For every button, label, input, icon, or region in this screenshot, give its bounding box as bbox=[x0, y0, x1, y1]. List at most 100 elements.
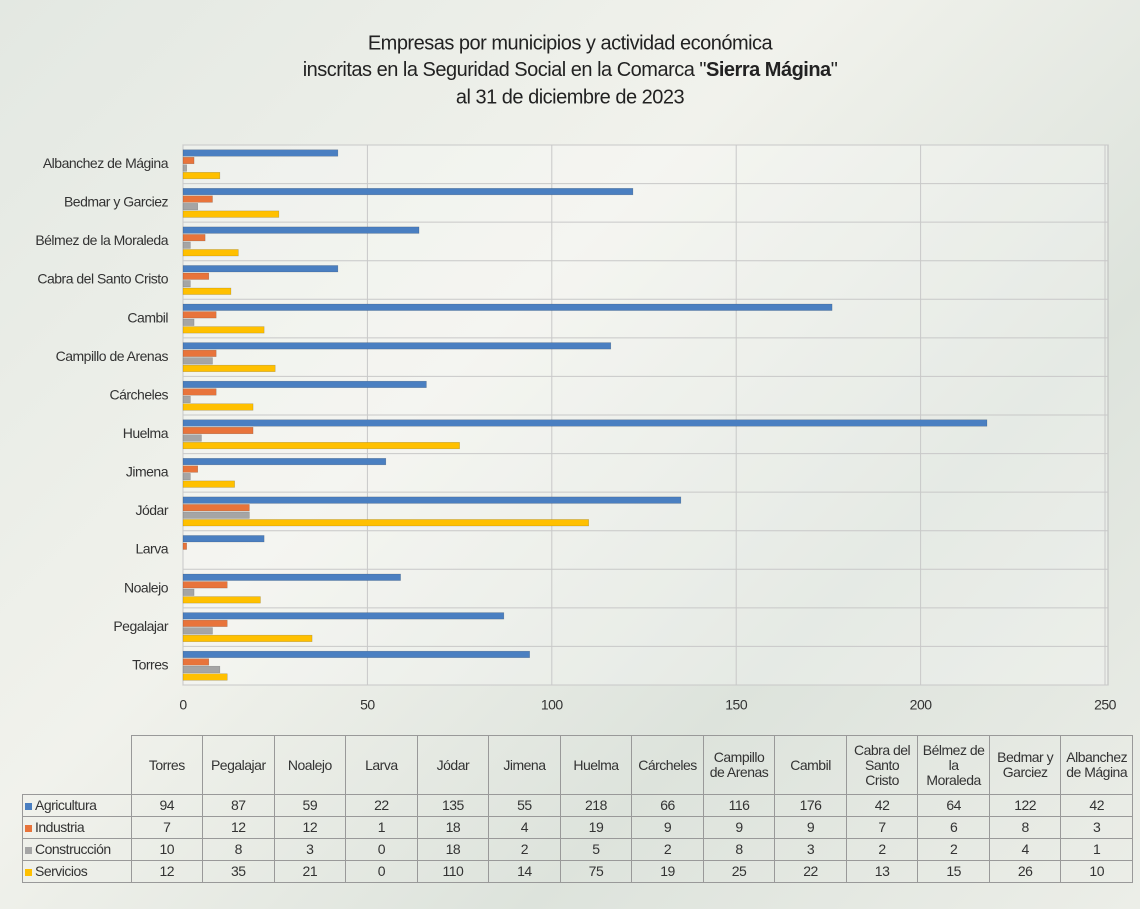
table-value: 9 bbox=[702, 816, 776, 839]
bar bbox=[182, 364, 276, 372]
table-value: 110 bbox=[416, 860, 490, 883]
legend-key bbox=[25, 825, 32, 832]
y-tick-label: Noalejo bbox=[124, 579, 169, 595]
bar bbox=[182, 573, 401, 581]
table-value: 66 bbox=[631, 794, 704, 817]
table-header-cell: Noalejo bbox=[273, 735, 347, 795]
y-tick-label: Albanchez de Mágina bbox=[43, 155, 169, 171]
table-value: 10 bbox=[130, 838, 204, 861]
table-value: 87 bbox=[202, 794, 275, 817]
table-value: 1 bbox=[1060, 838, 1133, 861]
bar bbox=[182, 280, 191, 288]
table-value: 12 bbox=[130, 860, 204, 883]
table-value: 218 bbox=[559, 794, 633, 817]
table-value: 2 bbox=[845, 838, 919, 861]
table-value: 59 bbox=[273, 794, 347, 817]
bar bbox=[182, 172, 221, 180]
table-value: 176 bbox=[774, 794, 847, 817]
y-tick-label: Cabra del Santo Cristo bbox=[37, 271, 168, 287]
table-header-cell: Huelma bbox=[559, 735, 633, 795]
title-part: inscritas en la Seguridad Social en la C… bbox=[303, 59, 707, 81]
table-value: 9 bbox=[631, 816, 704, 839]
bar bbox=[182, 419, 988, 427]
title-part: Sierra Mágina bbox=[706, 59, 832, 81]
table-value: 75 bbox=[559, 860, 633, 883]
table-value: 2 bbox=[488, 838, 561, 861]
table-value: 3 bbox=[273, 838, 347, 861]
legend-cell: Servicios bbox=[22, 860, 132, 883]
table-header-cell: Jimena bbox=[488, 735, 561, 795]
table-value: 94 bbox=[130, 794, 204, 817]
bar bbox=[182, 249, 239, 257]
table-value: 25 bbox=[702, 860, 776, 883]
table-value: 4 bbox=[488, 816, 561, 839]
legend-key bbox=[25, 803, 32, 810]
legend-label: Construcción bbox=[35, 841, 111, 857]
bar bbox=[182, 480, 235, 488]
bar bbox=[182, 542, 187, 550]
legend-label: Industria bbox=[35, 819, 85, 835]
table-value: 122 bbox=[988, 794, 1062, 817]
table-value: 22 bbox=[774, 860, 847, 883]
table-value: 21 bbox=[273, 860, 347, 883]
bar bbox=[182, 380, 427, 388]
table-value: 26 bbox=[988, 860, 1062, 883]
bar bbox=[182, 650, 530, 658]
bar bbox=[182, 658, 210, 666]
chart-title: Empresas por municipios y actividad econ… bbox=[368, 32, 774, 54]
table-row: Construcción 10 8 3 0 18 2 5 2 8 3 2 2 4 1 bbox=[22, 838, 1133, 861]
bar bbox=[182, 519, 589, 527]
bar bbox=[182, 149, 339, 157]
bar bbox=[182, 311, 217, 319]
bar bbox=[182, 203, 199, 211]
table-header-cell: Larva bbox=[345, 735, 418, 795]
y-tick-label: Larva bbox=[135, 541, 168, 557]
table-header-cell: Campillo de Arenas bbox=[702, 735, 776, 795]
bar bbox=[182, 581, 228, 589]
bar bbox=[182, 326, 265, 334]
y-tick-label: Pegalajar bbox=[113, 618, 168, 634]
data-table: Torres Pegalajar Noalejo Larva Jódar Jimena Hu… bbox=[22, 735, 1133, 883]
table-value: 7 bbox=[845, 816, 919, 839]
table-value: 2 bbox=[917, 838, 990, 861]
bar bbox=[182, 318, 195, 326]
title-part: " bbox=[831, 59, 838, 81]
bar bbox=[182, 195, 213, 203]
table-header-cell: Cabra del Santo Cristo bbox=[845, 735, 919, 795]
bar bbox=[182, 627, 213, 635]
x-tick-label: 50 bbox=[360, 697, 375, 713]
bar bbox=[182, 241, 191, 249]
bar bbox=[182, 388, 217, 396]
table-value: 10 bbox=[1060, 860, 1133, 883]
table-header-row: Torres Pegalajar Noalejo Larva Jódar Jimena Hu… bbox=[23, 735, 1133, 795]
table-value: 5 bbox=[559, 838, 633, 861]
bar bbox=[182, 157, 195, 165]
table-corner bbox=[23, 736, 132, 795]
table-value: 8 bbox=[988, 816, 1062, 839]
table-header-cell: Pegalajar bbox=[202, 735, 275, 795]
table-value: 2 bbox=[631, 838, 704, 861]
y-tick-label: Bedmar y Garciez bbox=[64, 194, 169, 210]
bar bbox=[182, 673, 228, 681]
y-tick-label: Bélmez de la Moraleda bbox=[35, 232, 168, 248]
y-tick-label: Huelma bbox=[123, 425, 169, 441]
bar bbox=[182, 458, 387, 466]
bar bbox=[182, 234, 206, 242]
table-value: 14 bbox=[488, 860, 561, 883]
table-value: 116 bbox=[702, 794, 776, 817]
bar bbox=[182, 210, 280, 218]
y-tick-label: Cárcheles bbox=[109, 386, 168, 402]
table-value: 64 bbox=[917, 794, 990, 817]
bar bbox=[182, 619, 228, 627]
bar bbox=[182, 588, 195, 596]
bar bbox=[182, 465, 199, 473]
chart: Empresas por municipios y actividad econ… bbox=[35, 32, 1117, 713]
bar bbox=[182, 403, 254, 411]
bar bbox=[182, 287, 232, 295]
table-row: Industria 7 12 12 1 18 4 19 9 9 9 7 6 8 3 bbox=[22, 816, 1133, 839]
table-value: 3 bbox=[1060, 816, 1133, 839]
table-value: 135 bbox=[416, 794, 490, 817]
legend-cell: Industria bbox=[22, 816, 132, 839]
bar bbox=[182, 496, 682, 504]
